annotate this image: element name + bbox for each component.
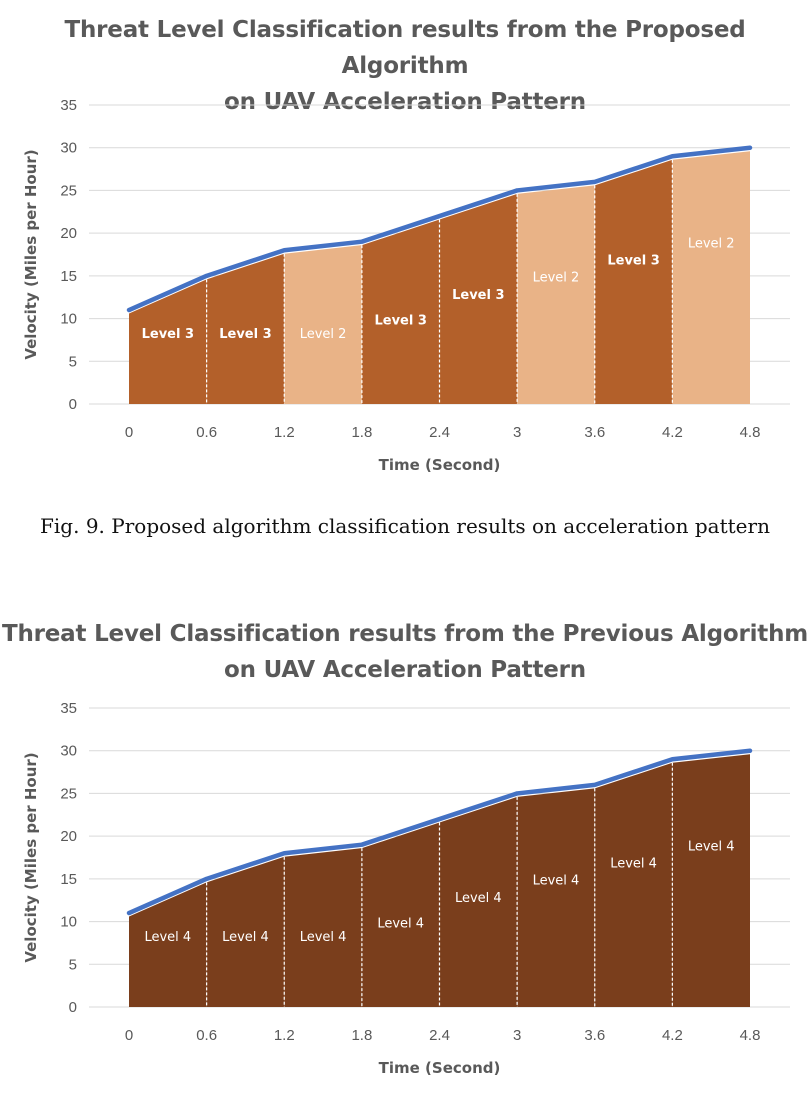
chart-2-velocity-line	[126, 748, 753, 916]
chart-1-title-line-1: Threat Level Classification results from…	[64, 17, 746, 79]
chart-1-x-tick-label: 3	[513, 424, 521, 441]
chart-2-segment-5	[439, 796, 518, 1007]
chart-1-x-tick-label: 3.6	[584, 424, 605, 441]
chart-2-x-tick-label: 3	[513, 1027, 521, 1044]
chart-1-velocity-line	[126, 145, 753, 313]
chart-2-x-tick-label: 2.4	[429, 1027, 450, 1044]
chart-1-y-axis-label: Velocity (Miles per Hour)	[22, 149, 40, 359]
chart-1-segment-label-8: Level 2	[688, 237, 735, 252]
figure-caption: Fig. 9. Proposed algorithm classificatio…	[40, 514, 770, 538]
chart-2-segment-6	[517, 788, 595, 1007]
chart-2-title-line-2: on UAV Acceleration Pattern	[224, 657, 586, 683]
chart-1-segment-label-7: Level 3	[607, 254, 659, 269]
chart-1-x-tick-label: 0	[125, 424, 133, 441]
chart-2-x-axis-label: Time (Second)	[379, 1059, 501, 1077]
chart-2-segment-label-3: Level 4	[300, 930, 347, 945]
chart-2-x-tick-label: 0.6	[196, 1027, 217, 1044]
chart-1-y-tick-label: 10	[60, 311, 77, 328]
chart-1-segment-6	[517, 185, 595, 404]
chart-2-y-tick-label: 0	[69, 999, 77, 1016]
chart-2-y-axis-label: Velocity (Miles per Hour)	[22, 752, 40, 962]
chart-2-x-tick-label: 4.2	[662, 1027, 683, 1044]
chart-2-x-tick-label: 1.8	[351, 1027, 372, 1044]
chart-2-segment-label-4: Level 4	[377, 916, 424, 931]
chart-1-segment-8	[672, 151, 750, 404]
chart-2-title: Threat Level Classification results from…	[0, 616, 810, 688]
chart-1-segment-label-4: Level 3	[374, 313, 426, 328]
chart-1-y-tick-label: 0	[69, 396, 77, 413]
chart-2-segment-3	[284, 848, 362, 1007]
chart-2-y-tick-label: 15	[60, 871, 77, 888]
chart-1-x-tick-label: 1.2	[274, 424, 295, 441]
chart-2-title-line-1: Threat Level Classification results from…	[1, 621, 809, 647]
chart-1-segment-1	[129, 279, 207, 404]
chart-1-segment-label-1: Level 3	[142, 327, 194, 342]
chart-1-y-tick-label: 35	[60, 97, 77, 114]
chart-1-x-tick-label: 1.8	[351, 424, 372, 441]
chart-2-y-tick-label: 10	[60, 914, 77, 931]
chart-2-x-tick-label: 4.8	[740, 1027, 761, 1044]
chart-2-y-tick-label: 25	[60, 785, 77, 802]
chart-1-title-line-2: on UAV Acceleration Pattern	[224, 89, 586, 115]
chart-1-y-tick-label: 25	[60, 182, 77, 199]
chart-1-y-tick-label: 30	[60, 140, 77, 157]
chart-1-x-axis-label: Time (Second)	[379, 456, 501, 474]
chart-1-segment-2	[206, 253, 285, 404]
chart-2-x-tick-label: 0	[125, 1027, 133, 1044]
chart-2-y-tick-label: 20	[60, 828, 77, 845]
chart-2-segment-label-2: Level 4	[222, 930, 269, 945]
chart-1-segment-label-2: Level 3	[219, 327, 271, 342]
chart-2-segment-label-8: Level 4	[688, 840, 735, 855]
chart-2-segment-label-5: Level 4	[455, 891, 502, 906]
chart-2-x-tick-label: 3.6	[584, 1027, 605, 1044]
chart-1-x-tick-label: 4.8	[740, 424, 761, 441]
chart-2-segment-label-6: Level 4	[533, 874, 580, 889]
chart-2-segment-2	[206, 856, 285, 1007]
chart-1-segment-label-6: Level 2	[533, 271, 580, 286]
chart-2-segment-7	[594, 762, 673, 1007]
chart-2-segment-label-7: Level 4	[610, 857, 657, 872]
chart-2-segment-4	[361, 822, 440, 1007]
chart-1-y-tick-label: 20	[60, 225, 77, 242]
chart-1-segment-3	[284, 245, 362, 404]
chart-1-segment-label-3: Level 2	[300, 327, 347, 342]
chart-2-y-tick-label: 30	[60, 743, 77, 760]
chart-1-segment-4	[361, 219, 440, 404]
chart-2-x-tick-label: 1.2	[274, 1027, 295, 1044]
chart-1-y-tick-label: 5	[69, 353, 77, 370]
chart-2-y-tick-label: 35	[60, 700, 77, 717]
chart-1-title: Threat Level Classification results from…	[0, 12, 810, 120]
chart-1-x-tick-label: 4.2	[662, 424, 683, 441]
chart-1-segment-7	[594, 159, 673, 404]
chart-2-y-tick-label: 5	[69, 956, 77, 973]
chart-1-x-tick-label: 2.4	[429, 424, 450, 441]
chart-1-segment-label-5: Level 3	[452, 288, 504, 303]
chart-2-segment-8	[672, 754, 750, 1007]
chart-1-segment-5	[439, 193, 518, 404]
chart-2-segment-1	[129, 882, 207, 1007]
chart-1-x-tick-label: 0.6	[196, 424, 217, 441]
chart-1-y-tick-label: 15	[60, 268, 77, 285]
chart-2-segment-label-1: Level 4	[144, 930, 191, 945]
